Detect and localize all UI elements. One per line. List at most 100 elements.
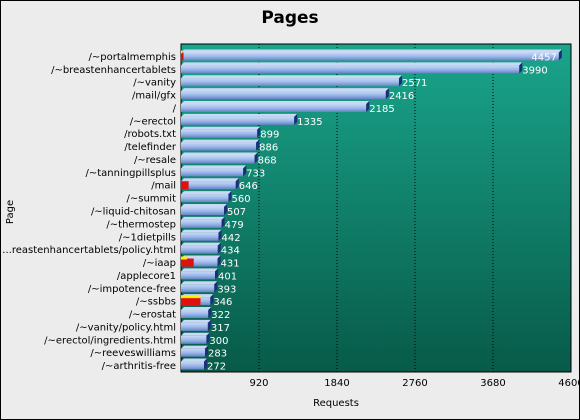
bar-end-cap — [398, 75, 402, 87]
bar-end-cap — [208, 307, 212, 319]
bar — [181, 52, 559, 61]
bar-end-cap — [206, 332, 210, 344]
bar-top-face — [181, 319, 211, 323]
bar-top-face — [181, 242, 221, 246]
bar-end-cap — [221, 216, 225, 228]
bar-top-face — [181, 75, 402, 79]
bar-end-cap — [214, 268, 218, 280]
value-label: 733 — [246, 168, 265, 179]
bar-top-face — [181, 100, 370, 104]
category-label: /~thermostep — [106, 219, 176, 230]
bar-top-face — [181, 178, 239, 182]
value-label: 3990 — [522, 65, 547, 76]
category-label: /~arthritis-free — [102, 361, 176, 372]
bar — [181, 245, 218, 254]
value-label: 868 — [258, 155, 277, 166]
bar-top-face — [181, 165, 247, 169]
bar-top-face — [181, 152, 258, 156]
bar — [181, 78, 399, 87]
value-label: 283 — [208, 349, 227, 360]
bar — [181, 194, 229, 203]
category-label: /telefinder — [124, 142, 177, 153]
bar-top-face — [181, 88, 389, 92]
bar — [181, 155, 255, 164]
x-tick-label: 4600 — [558, 378, 580, 389]
bar — [181, 335, 207, 344]
bar-top-face — [181, 358, 208, 362]
category-label: /~tanningpillsplus — [85, 168, 176, 179]
bar-yellow-segment — [181, 295, 201, 299]
category-label: /~vanity/policy.html — [76, 322, 176, 333]
bar — [181, 258, 218, 267]
bar — [181, 103, 367, 112]
bar — [181, 310, 209, 319]
value-label: 434 — [221, 246, 240, 257]
bar — [181, 271, 215, 280]
bar-top-face — [181, 229, 222, 233]
bar-end-cap — [218, 229, 222, 241]
category-label: /applecore1 — [117, 271, 176, 282]
value-label: 2185 — [369, 104, 394, 115]
category-label: /~1dietpills — [119, 232, 176, 243]
bar-top-face — [181, 204, 227, 207]
category-label: /~summit — [127, 194, 177, 205]
bar-top-face — [181, 268, 218, 272]
bar — [181, 129, 258, 138]
value-label: 1335 — [297, 117, 322, 128]
category-label: /~erectol — [130, 116, 176, 127]
bar-top-face — [181, 113, 298, 117]
bar-end-cap — [294, 113, 298, 125]
value-label: 317 — [211, 323, 230, 334]
bar-end-cap — [214, 281, 218, 293]
bar-yellow-segment — [181, 256, 187, 260]
value-label: 899 — [260, 130, 279, 141]
bar — [181, 65, 520, 74]
x-axis-title: Requests — [313, 398, 359, 409]
bar-end-cap — [204, 345, 208, 357]
bar-top-face — [181, 255, 221, 259]
value-label: 4457 — [531, 52, 556, 63]
bar — [181, 348, 205, 357]
category-label: /~vanity — [133, 78, 176, 89]
bar-top-face — [181, 307, 212, 311]
bar — [181, 168, 244, 177]
value-label: 431 — [221, 259, 240, 270]
bar-top-face — [181, 139, 260, 143]
value-label: 507 — [227, 207, 246, 218]
x-tick-label: 2760 — [402, 378, 427, 389]
bar — [181, 181, 236, 190]
category-label: /~reeveswilliams — [90, 348, 176, 359]
value-label: 272 — [207, 362, 226, 373]
category-label: / — [173, 103, 177, 114]
bar-top-face — [181, 49, 562, 53]
value-label: 2416 — [389, 91, 414, 102]
value-label: 886 — [259, 143, 278, 154]
bar — [181, 116, 295, 125]
x-tick-label: 1840 — [324, 378, 349, 389]
bar-top-face — [181, 345, 208, 349]
bar — [181, 142, 257, 151]
bar-end-cap — [210, 294, 214, 306]
bar-end-cap — [366, 100, 370, 112]
category-label: /~breastenhancertablets — [51, 65, 176, 76]
bar-top-face — [181, 126, 261, 130]
bar — [181, 232, 219, 241]
bar — [181, 284, 215, 293]
x-tick-label: 920 — [249, 378, 268, 389]
value-label: 560 — [231, 194, 250, 205]
x-tick-label: 3680 — [480, 378, 505, 389]
value-label: 346 — [213, 297, 232, 308]
bar-red-segment — [181, 297, 201, 306]
bar-end-cap — [243, 165, 247, 177]
value-label: 479 — [225, 220, 244, 231]
bar-end-cap — [256, 139, 260, 151]
value-label: 300 — [209, 336, 228, 347]
bar-end-cap — [558, 49, 562, 61]
category-label: /~ssbbs — [136, 297, 176, 308]
category-label: /~impotence-free — [88, 284, 176, 295]
bar-top-face — [181, 216, 225, 220]
bar-end-cap — [257, 126, 261, 138]
bar — [181, 91, 386, 100]
